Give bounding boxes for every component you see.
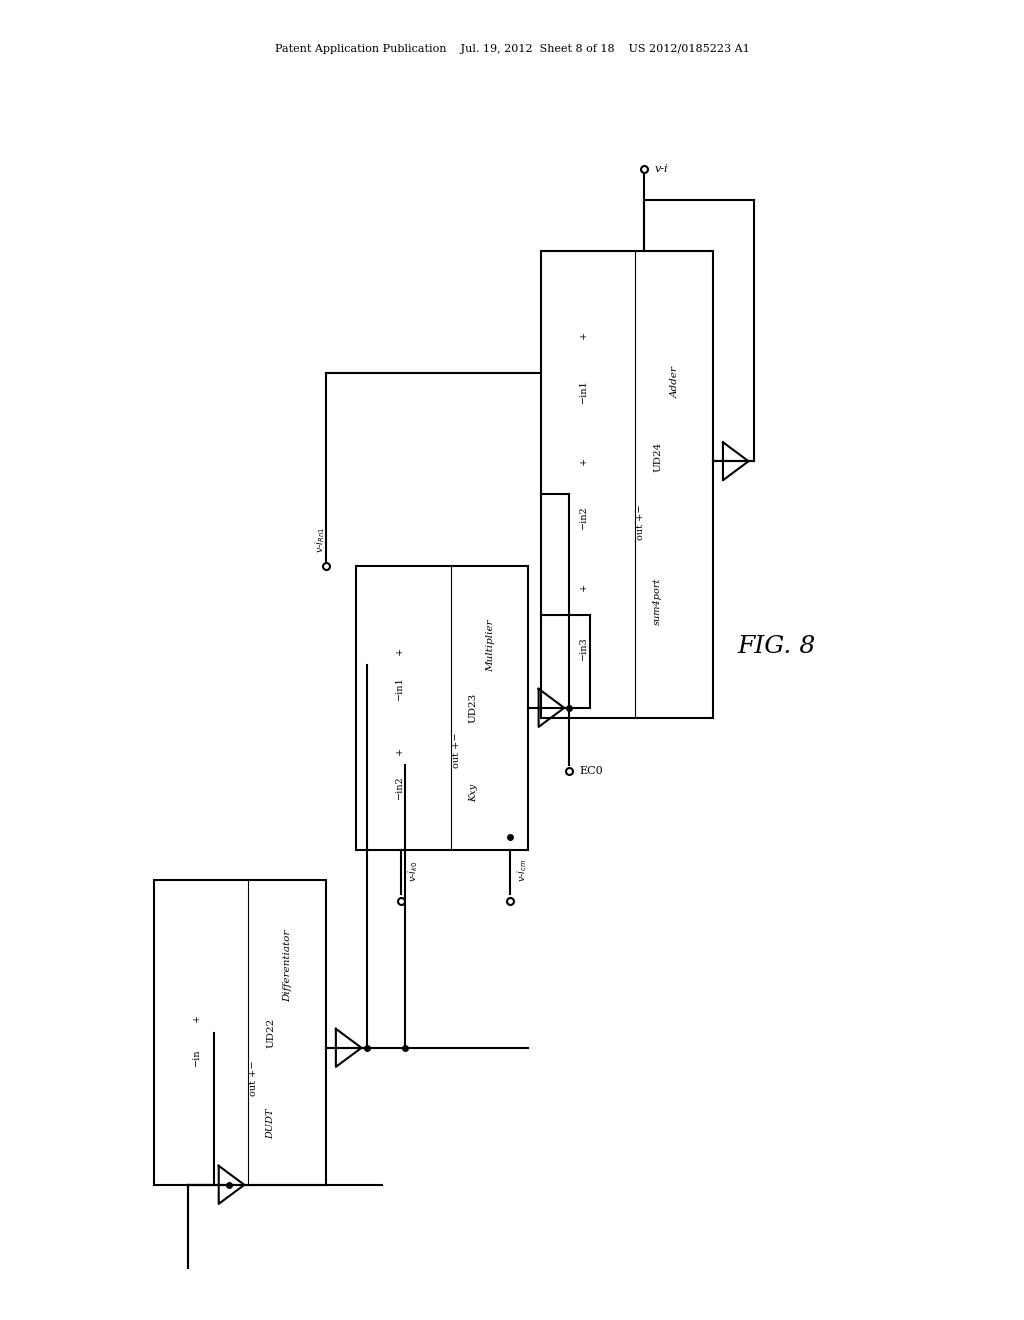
- Text: EC0: EC0: [580, 767, 603, 776]
- Text: out +−: out +−: [249, 1060, 258, 1096]
- Text: Adder: Adder: [671, 366, 679, 397]
- Text: −in2: −in2: [395, 776, 403, 800]
- Text: v-i: v-i: [654, 164, 668, 174]
- Text: out +−: out +−: [636, 504, 645, 540]
- Text: +: +: [395, 746, 403, 755]
- Text: v-$i_{cm}$: v-$i_{cm}$: [515, 858, 528, 882]
- Text: UD22: UD22: [266, 1018, 275, 1048]
- Text: +: +: [193, 1014, 201, 1022]
- Text: +: +: [580, 457, 588, 466]
- Text: Differentiator: Differentiator: [284, 929, 292, 1002]
- Text: +: +: [395, 647, 403, 655]
- Text: −in1: −in1: [580, 379, 588, 403]
- Text: out +−: out +−: [452, 733, 461, 768]
- Text: UD23: UD23: [469, 693, 478, 723]
- Text: UD24: UD24: [653, 441, 663, 471]
- Text: FIG. 8: FIG. 8: [737, 635, 815, 659]
- Text: DUDT: DUDT: [266, 1109, 275, 1139]
- Text: −in3: −in3: [580, 636, 588, 660]
- Text: Multiplier: Multiplier: [486, 619, 495, 672]
- Text: −in1: −in1: [395, 676, 403, 700]
- Text: v-$i_{Rn1}$: v-$i_{Rn1}$: [313, 527, 328, 553]
- Text: +: +: [580, 583, 588, 591]
- Text: −in: −in: [193, 1048, 201, 1065]
- Text: $v_{c0}$: $v_{c0}$: [174, 1319, 191, 1320]
- Text: sum4port: sum4port: [653, 578, 663, 624]
- Text: v-$i_{k0}$: v-$i_{k0}$: [407, 861, 420, 882]
- Bar: [541, 251, 713, 718]
- Bar: [356, 566, 528, 850]
- Text: +: +: [580, 331, 588, 339]
- Text: Patent Application Publication    Jul. 19, 2012  Sheet 8 of 18    US 2012/018522: Patent Application Publication Jul. 19, …: [274, 45, 750, 54]
- Bar: [154, 880, 326, 1185]
- Text: Kxy: Kxy: [469, 784, 478, 803]
- Text: −in2: −in2: [580, 506, 588, 529]
